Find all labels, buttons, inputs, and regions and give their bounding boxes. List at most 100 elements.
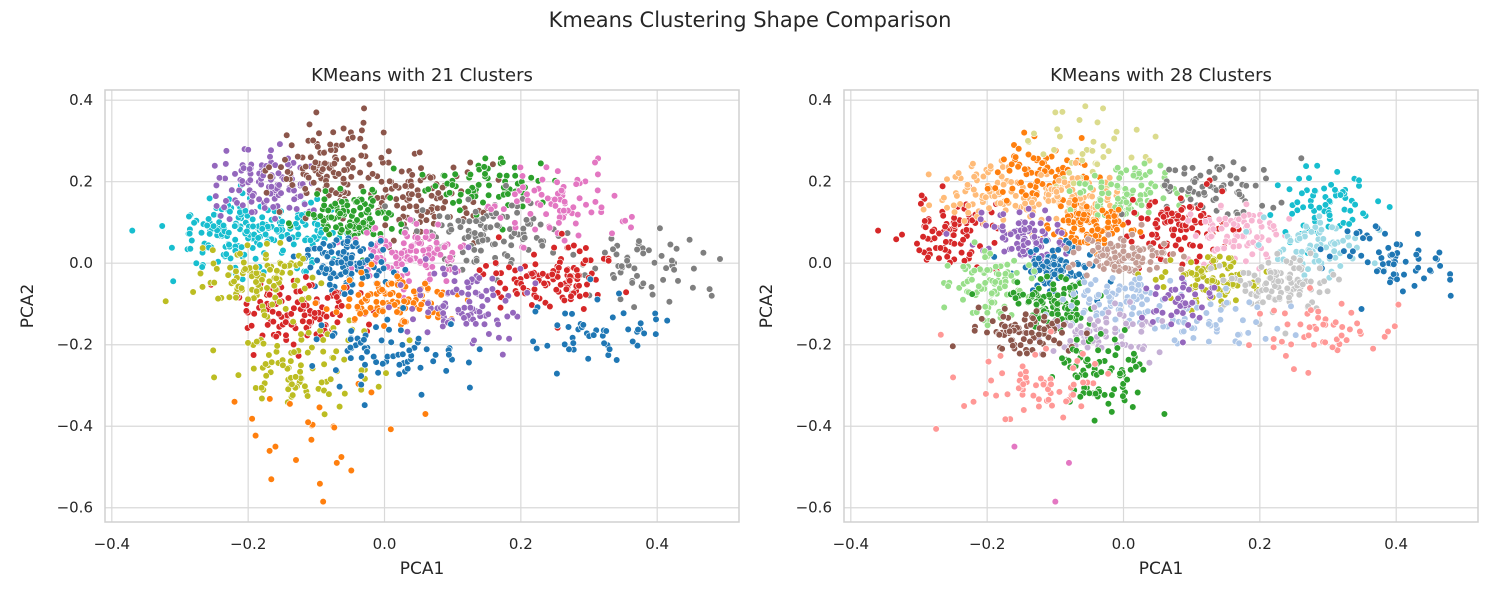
data-point	[1137, 214, 1145, 222]
data-point	[414, 234, 422, 242]
data-point	[1278, 338, 1286, 346]
data-point	[1076, 189, 1084, 197]
data-point	[1349, 247, 1357, 255]
data-point	[1007, 178, 1015, 186]
data-point	[1146, 168, 1154, 176]
data-point	[290, 304, 298, 312]
data-point	[1028, 274, 1036, 283]
data-point	[393, 202, 401, 210]
data-point	[1032, 246, 1040, 254]
data-point	[996, 199, 1005, 207]
data-point	[1050, 336, 1058, 344]
data-point	[1019, 247, 1027, 255]
data-point	[575, 282, 583, 290]
data-point	[582, 291, 590, 299]
data-point	[672, 245, 681, 253]
data-point	[574, 272, 582, 280]
x-tick-label: −0.2	[969, 535, 1005, 553]
data-point	[1114, 206, 1123, 214]
data-point	[1128, 310, 1136, 318]
y-tick-label: 0.4	[808, 91, 832, 109]
data-point	[1311, 187, 1319, 195]
data-point	[456, 206, 464, 214]
data-point	[1083, 343, 1092, 352]
data-point	[1359, 209, 1367, 217]
data-point	[508, 201, 516, 210]
data-point	[1079, 350, 1087, 358]
data-point	[1252, 182, 1260, 190]
data-point	[496, 304, 505, 312]
data-point	[1060, 178, 1069, 186]
data-point	[1024, 205, 1033, 213]
data-point	[1191, 281, 1200, 289]
data-point	[1102, 288, 1110, 296]
data-point	[1217, 202, 1225, 210]
data-point	[209, 259, 218, 268]
data-point	[1057, 202, 1065, 210]
data-point	[322, 225, 330, 234]
data-point	[255, 195, 263, 203]
data-point	[915, 246, 923, 254]
data-point	[340, 124, 348, 133]
data-point	[558, 230, 566, 238]
data-point	[990, 223, 999, 231]
data-point	[1087, 280, 1095, 288]
data-point	[1094, 291, 1103, 299]
data-point	[1277, 199, 1286, 207]
data-point	[963, 181, 972, 189]
data-point	[716, 255, 724, 263]
data-point	[406, 256, 414, 264]
data-point	[1227, 180, 1235, 188]
data-point	[419, 246, 427, 255]
data-point	[1083, 329, 1091, 337]
data-point	[1120, 237, 1128, 245]
data-point	[501, 285, 509, 293]
data-point	[1079, 309, 1087, 317]
data-point	[1189, 311, 1197, 320]
data-point	[283, 131, 291, 139]
data-point	[1010, 443, 1019, 451]
data-point	[1108, 408, 1116, 416]
data-point	[1316, 264, 1324, 272]
data-point	[1179, 283, 1187, 292]
data-point	[970, 238, 979, 246]
data-point	[1091, 360, 1099, 368]
data-point	[956, 200, 964, 208]
data-point	[1069, 391, 1077, 399]
data-point	[968, 290, 976, 298]
data-point	[263, 196, 271, 205]
data-point	[1127, 153, 1136, 162]
data-point	[1351, 201, 1359, 209]
data-point	[377, 154, 386, 162]
data-point	[1145, 359, 1153, 367]
data-point	[320, 149, 328, 157]
data-point	[1167, 320, 1175, 328]
data-point	[1031, 260, 1039, 268]
data-point	[355, 223, 363, 232]
data-point	[570, 241, 578, 250]
data-point	[524, 196, 532, 205]
data-point	[1245, 298, 1253, 306]
data-point	[338, 198, 346, 206]
data-point	[1241, 281, 1249, 289]
data-point	[1315, 288, 1324, 296]
data-point	[1207, 264, 1215, 272]
data-point	[274, 169, 283, 177]
data-point	[1006, 327, 1014, 335]
data-point	[1090, 303, 1098, 312]
data-point	[1216, 253, 1224, 261]
data-point	[349, 164, 357, 172]
data-point	[1032, 239, 1040, 247]
data-point	[996, 352, 1005, 360]
data-point	[1179, 338, 1187, 347]
data-point	[1231, 305, 1240, 313]
data-point	[1242, 182, 1250, 190]
data-point	[990, 239, 999, 247]
data-point	[1080, 278, 1088, 286]
data-point	[1041, 206, 1049, 214]
data-point	[1070, 381, 1078, 389]
data-point	[1129, 171, 1138, 180]
data-point	[269, 318, 277, 326]
data-point	[428, 192, 436, 200]
data-point	[185, 212, 193, 221]
